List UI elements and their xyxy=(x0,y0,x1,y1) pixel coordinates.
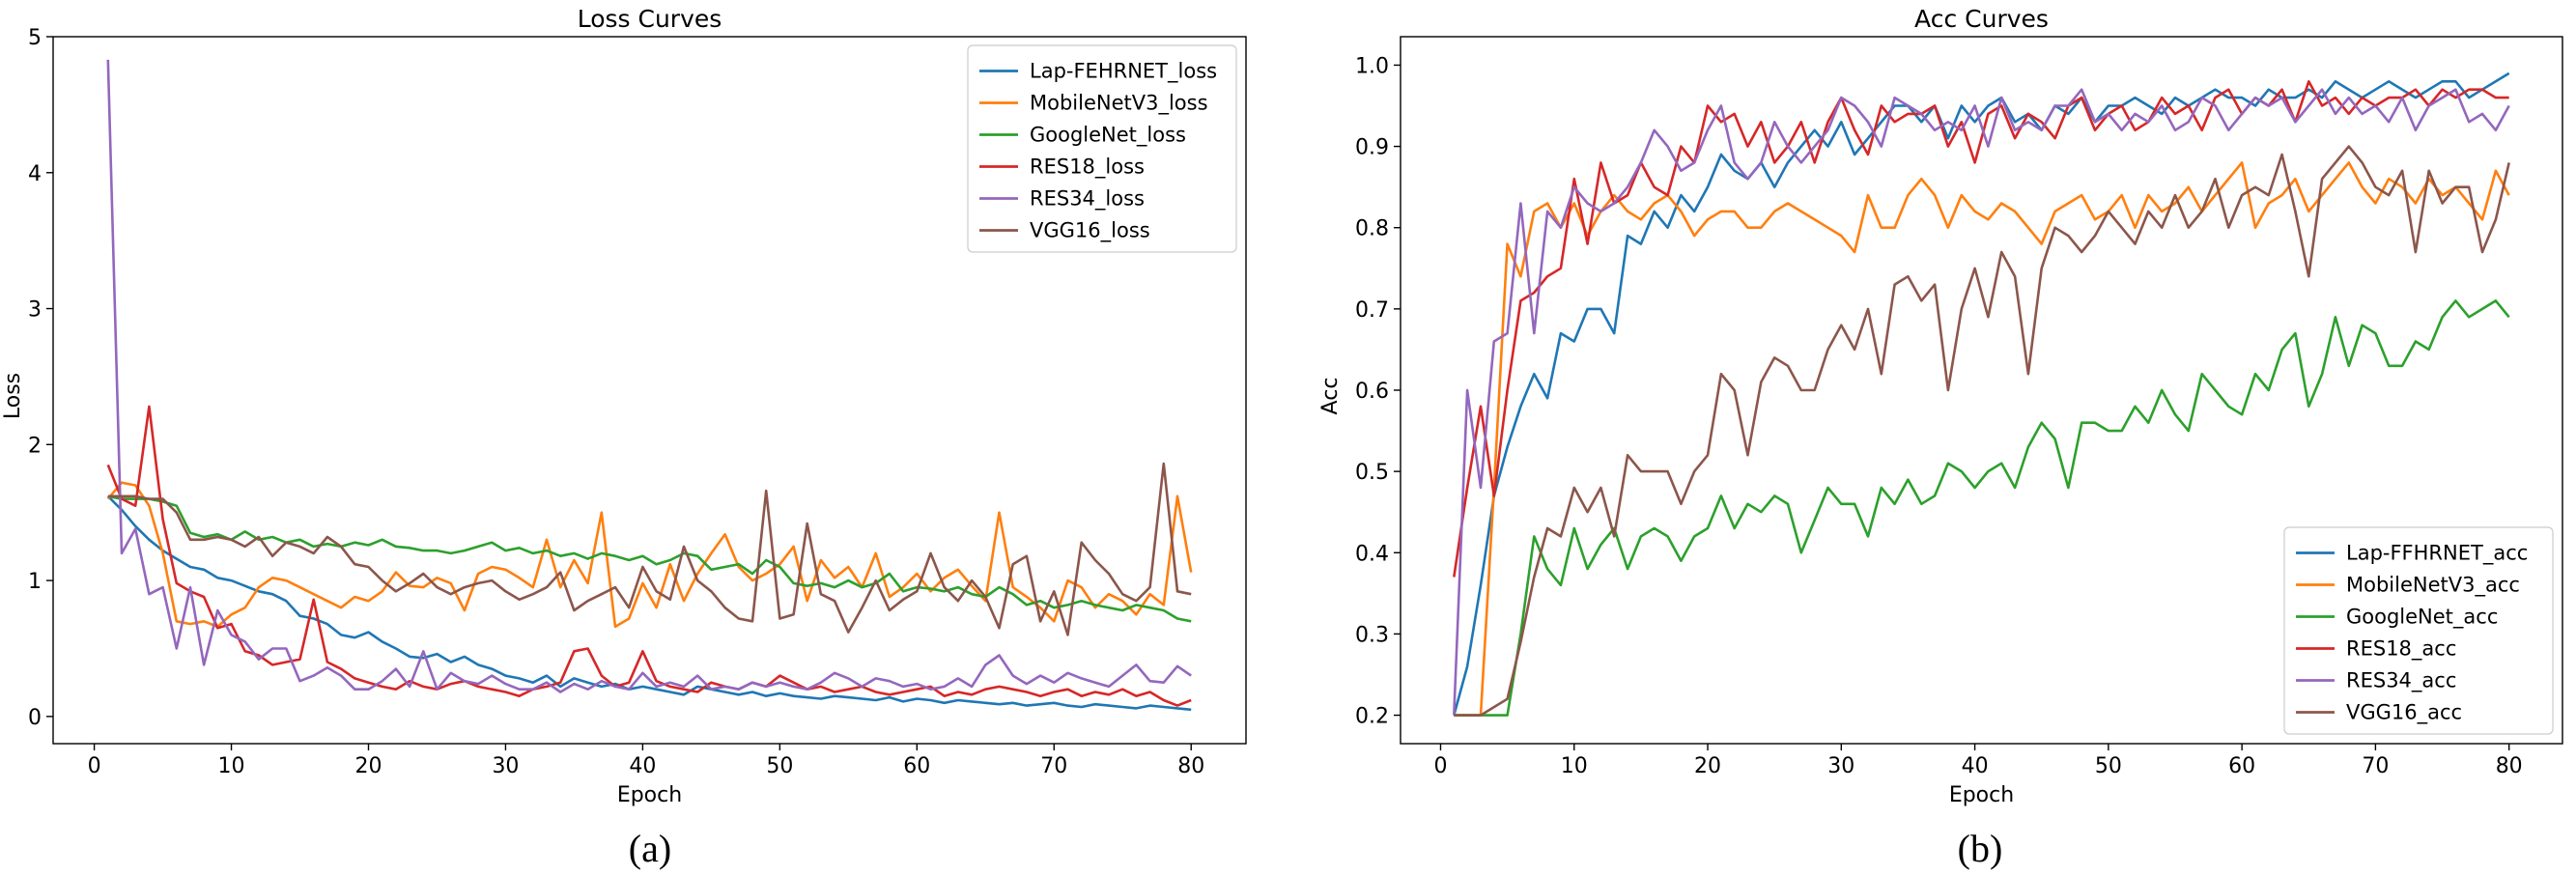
y-tick-label: 3 xyxy=(28,298,42,323)
legend-entry-label: RES18_acc xyxy=(2346,637,2456,662)
x-tick-label: 20 xyxy=(1694,754,1721,778)
x-tick-label: 10 xyxy=(1561,754,1588,778)
y-tick-label: 4 xyxy=(28,162,42,186)
y-tick-label: 0.6 xyxy=(1355,380,1389,404)
y-tick-label: 2 xyxy=(28,434,42,458)
x-tick-label: 0 xyxy=(88,754,101,778)
x-tick-label: 70 xyxy=(1040,754,1067,778)
legend-entry-label: VGG16_acc xyxy=(2346,701,2462,725)
x-tick-label: 50 xyxy=(2095,754,2122,778)
y-tick-label: 0.8 xyxy=(1355,217,1389,241)
y-tick-label: 1.0 xyxy=(1355,54,1389,78)
chart-panel-1: Loss Curves 0 10 20 30 40 50 60 70 80 0 1 2 3 4 5 Epoch L… xyxy=(1,5,1247,870)
series-line-lap-ffhrnet-acc xyxy=(1453,71,2510,716)
x-axis-title: Epoch xyxy=(617,783,682,807)
x-tick-label: 40 xyxy=(629,754,656,778)
x-tick-label: 60 xyxy=(2228,754,2255,778)
series-line-res18-acc xyxy=(1453,80,2509,578)
y-tick-label: 0.9 xyxy=(1355,136,1389,160)
y-tick-label: 0.2 xyxy=(1355,705,1389,729)
x-tick-label: 80 xyxy=(1177,754,1204,778)
series-line-vgg16-acc xyxy=(1454,145,2510,717)
legend: Lap-FFHRNET_acc MobileNetV3_acc GoogleNet_… xyxy=(2283,526,2554,735)
legend-entry-label: Lap-FEHRNET_loss xyxy=(1030,60,1217,84)
figure-caption: (b) xyxy=(1958,827,2003,870)
y-axis-title: Acc xyxy=(1318,378,1343,415)
legend-entry-label: RES34_acc xyxy=(2346,669,2456,693)
x-tick-label: 10 xyxy=(218,754,245,778)
legend-box xyxy=(967,44,1237,253)
chart-title: Loss Curves xyxy=(578,5,722,33)
legend-entry-label: Lap-FFHRNET_acc xyxy=(2346,542,2528,566)
y-tick-label: 0.4 xyxy=(1355,542,1389,566)
legend: Lap-FEHRNET_loss MobileNetV3_loss GoogleNe… xyxy=(967,44,1237,253)
series-line-vgg16-loss xyxy=(107,462,1192,636)
chart-panel-2: Acc Curves 0 10 20 30 40 50 60 70 80 0.2 0.3 0.4 0.5 0… xyxy=(1318,5,2563,870)
y-tick-label: 0.5 xyxy=(1355,461,1389,485)
y-tick-label: 5 xyxy=(28,26,42,50)
x-tick-label: 30 xyxy=(492,754,519,778)
y-tick-label: 1 xyxy=(28,570,42,594)
legend-entry-label: RES18_loss xyxy=(1030,155,1145,180)
series-line-res34-loss xyxy=(106,59,1192,693)
x-tick-label: 0 xyxy=(1433,754,1447,778)
chart-title: Acc Curves xyxy=(1914,5,2049,33)
x-axis-title: Epoch xyxy=(1949,783,2014,807)
x-tick-label: 40 xyxy=(1962,754,1989,778)
series-line-res18-loss xyxy=(106,405,1192,707)
series-line-googlenet-acc xyxy=(1454,299,2510,717)
legend-box xyxy=(2283,526,2554,735)
series-line-lap-fehrnet-loss xyxy=(106,494,1192,712)
figure-caption: (a) xyxy=(629,827,671,870)
legend-entry-label: GoogleNet_loss xyxy=(1030,124,1186,148)
x-tick-label: 80 xyxy=(2496,754,2523,778)
x-tick-label: 50 xyxy=(766,754,793,778)
legend-entry-label: GoogleNet_acc xyxy=(2346,606,2498,630)
y-tick-label: 0.7 xyxy=(1355,298,1389,323)
series-line-res34-acc xyxy=(1453,88,2510,716)
legend-entry-label: VGG16_loss xyxy=(1030,219,1150,243)
y-tick-label: 0 xyxy=(28,706,42,730)
y-tick-label: 0.3 xyxy=(1355,623,1389,647)
x-tick-label: 60 xyxy=(903,754,930,778)
series-line-mobilenetv3-acc xyxy=(1454,161,2510,717)
legend-entry-label: MobileNetV3_acc xyxy=(2346,574,2520,598)
plot-frame xyxy=(52,36,1247,745)
y-axis-title: Loss xyxy=(1,373,25,419)
x-tick-label: 70 xyxy=(2362,754,2389,778)
x-tick-label: 30 xyxy=(1827,754,1854,778)
legend-entry-label: MobileNetV3_loss xyxy=(1030,92,1208,116)
x-tick-label: 20 xyxy=(354,754,382,778)
legend-entry-label: RES34_loss xyxy=(1030,187,1145,212)
series-line-googlenet-loss xyxy=(107,494,1192,623)
